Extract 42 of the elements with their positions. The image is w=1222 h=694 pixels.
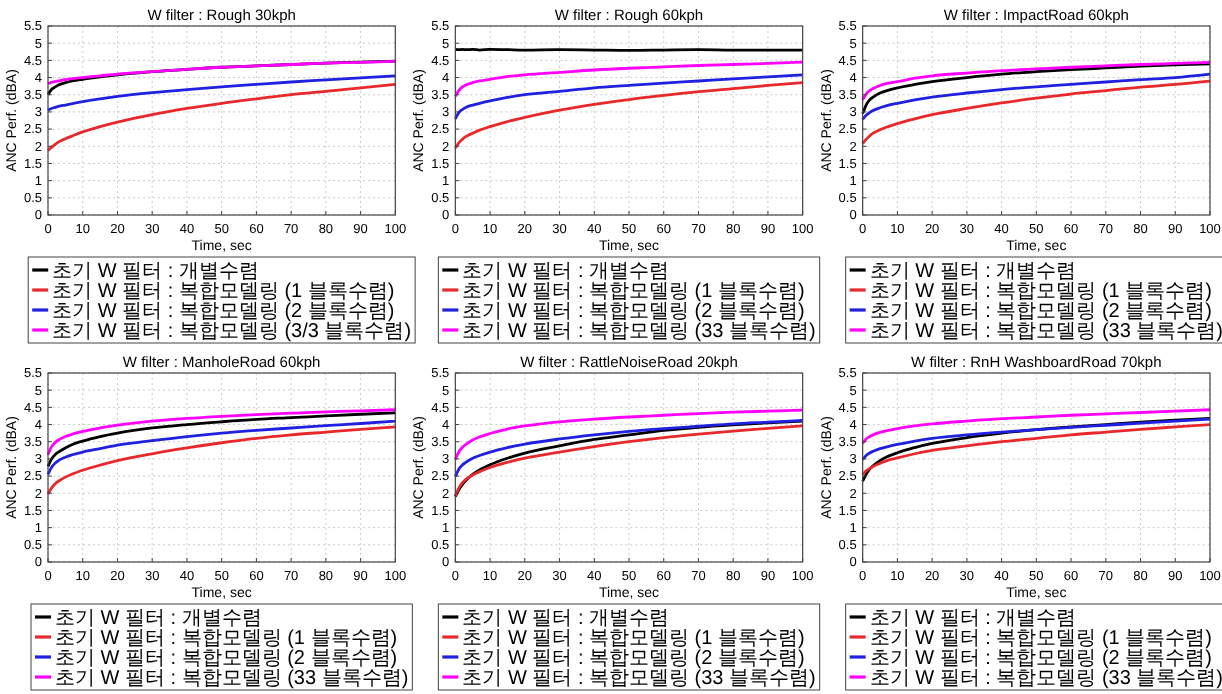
legend-label: 초기 W 필터 : 복합모델링 (2 블록수렴): [869, 301, 1212, 323]
legend-label: 초기 W 필터 : 개별수렴: [869, 261, 1077, 283]
line-series: [861, 408, 1212, 445]
line-series: [46, 74, 397, 112]
line-series: [46, 419, 397, 476]
legend-label: 초기 W 필터 : 복합모델링 (1 블록수렴): [52, 281, 395, 303]
line-series: [453, 419, 805, 479]
legend-label: 초기 W 필터 : 복합모델링 (2 블록수렴): [52, 301, 395, 323]
line-series: [861, 417, 1212, 461]
line-series: [453, 408, 805, 461]
legend-label: 초기 W 필터 : 복합모델링 (2 블록수렴): [462, 648, 805, 670]
legend-label: 초기 W 필터 : 복합모델링 (33 블록수렴): [869, 668, 1222, 690]
legend-label: 초기 W 필터 : 복합모델링 (2 블록수렴): [462, 301, 805, 323]
line-series: [453, 60, 805, 98]
line-series: [861, 79, 1212, 145]
legend-label: 초기 W 필터 : 개별수렴: [462, 608, 670, 630]
legend-label: 초기 W 필터 : 복합모델링 (1 블록수렴): [462, 628, 805, 650]
legend-label: 초기 W 필터 : 개별수렴: [54, 608, 262, 630]
legend-label: 초기 W 필터 : 개별수렴: [52, 261, 259, 283]
line-series: [861, 62, 1212, 116]
legend-label: 초기 W 필터 : 복합모델링 (2 블록수렴): [54, 648, 398, 670]
line-series: [46, 411, 397, 468]
legend-label: 초기 W 필터 : 복합모델링 (1 블록수렴): [869, 281, 1212, 303]
legend-label: 초기 W 필터 : 복합모델링 (1 블록수렴): [462, 281, 805, 303]
line-series: [453, 81, 805, 150]
legend-label: 초기 W 필터 : 복합모델링 (33 블록수렴): [462, 668, 816, 690]
legend-label: 초기 W 필터 : 복합모델링 (1 블록수렴): [869, 628, 1212, 650]
legend-label: 초기 W 필터 : 복합모델링 (33 블록수렴): [869, 321, 1222, 343]
legend-label: 초기 W 필터 : 복합모델링 (33 블록수렴): [462, 321, 816, 343]
line-series: [46, 83, 397, 152]
legend-label: 초기 W 필터 : 복합모델링 (2 블록수렴): [869, 648, 1212, 670]
line-series: [861, 61, 1212, 102]
line-series: [46, 425, 397, 496]
legend-label: 초기 W 필터 : 복합모델링 (33 블록수렴): [54, 668, 409, 690]
legend-label: 초기 W 필터 : 개별수렴: [869, 608, 1077, 630]
line-series: [861, 72, 1212, 121]
legend-label: 초기 W 필터 : 복합모델링 (1 블록수렴): [54, 628, 398, 650]
line-series: [453, 73, 805, 121]
legend-label: 초기 W 필터 : 복합모델링 (3/3 블록수렴): [52, 321, 412, 343]
line-series: [46, 59, 397, 86]
legend-label: 초기 W 필터 : 개별수렴: [462, 261, 670, 283]
line-series: [46, 408, 397, 457]
